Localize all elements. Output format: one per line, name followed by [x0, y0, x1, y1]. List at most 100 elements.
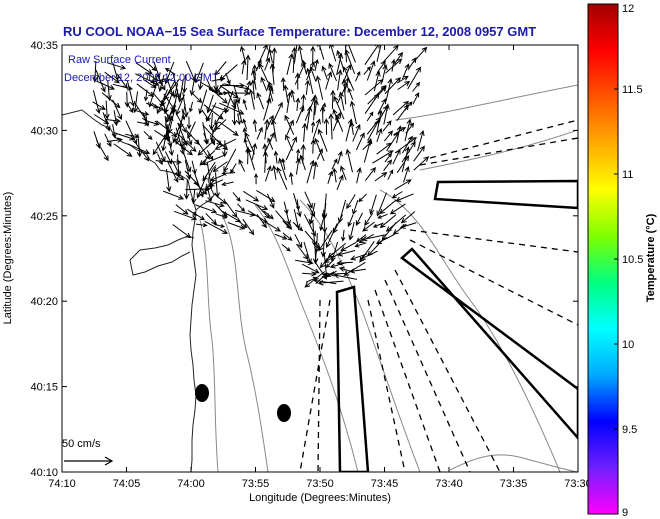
current-vector-154 [214, 138, 237, 150]
current-vector-244 [296, 148, 301, 160]
current-vector-135 [214, 61, 227, 76]
current-vector-386 [376, 45, 382, 62]
current-vector-77 [171, 160, 181, 177]
current-vector-232 [282, 220, 291, 229]
current-vector-187 [251, 142, 258, 160]
contour-7 [394, 84, 578, 121]
x-tick-label-0: 74:10 [48, 478, 76, 490]
current-vector-414 [387, 169, 394, 180]
colorbar-tick-label-5: 9.5 [622, 424, 637, 436]
current-vector-323 [318, 229, 333, 252]
current-vector-107 [194, 62, 204, 84]
current-vector-363 [337, 250, 356, 257]
current-vector-218 [271, 164, 278, 180]
current-vector-410 [383, 130, 394, 142]
current-vector-110 [198, 89, 208, 115]
current-vector-123 [208, 112, 215, 131]
current-vector-448 [385, 214, 407, 232]
current-vector-333 [341, 78, 347, 105]
current-vector-7 [96, 140, 109, 162]
current-vector-476 [163, 92, 173, 115]
current-vector-473 [150, 77, 168, 85]
current-vector-348 [344, 48, 356, 74]
current-vector-421 [391, 58, 396, 72]
current-vector-344 [329, 262, 347, 269]
current-vector-157 [221, 170, 236, 176]
current-vector-185 [256, 126, 263, 140]
current-vector-213 [266, 83, 274, 102]
current-vector-354 [352, 123, 361, 142]
current-vector-248 [295, 199, 301, 211]
current-vector-406 [384, 77, 401, 95]
current-vector-350 [342, 66, 355, 91]
current-vector-195 [258, 62, 269, 83]
current-vector-378 [364, 166, 376, 182]
current-vector-97 [188, 101, 194, 113]
current-vector-388 [373, 70, 381, 92]
current-vector-91 [184, 159, 192, 181]
current-vector-13 [102, 112, 111, 132]
current-vector-20 [112, 99, 123, 121]
current-vector-438 [407, 66, 421, 90]
current-vector-196 [260, 76, 268, 92]
colorbar-label: Temperature (°C) [645, 213, 657, 302]
current-vector-231 [285, 211, 291, 226]
current-vector-472 [164, 116, 171, 143]
current-vector-33 [136, 83, 155, 97]
current-vector-367 [364, 45, 380, 65]
current-vector-295 [315, 75, 324, 100]
current-vector-407 [385, 78, 393, 102]
current-vector-445 [403, 165, 410, 183]
current-vector-84 [177, 79, 184, 103]
current-vector-486 [202, 124, 223, 147]
current-vector-11 [101, 92, 121, 109]
current-vector-25 [126, 80, 136, 107]
x-tick-label-6: 73:40 [435, 478, 463, 490]
colorbar-ticks: 12 11.5 11 10.5 10 9.5 9 [614, 3, 643, 519]
current-vector-309 [328, 45, 337, 62]
current-vector-251 [294, 234, 303, 249]
current-vector-362 [340, 241, 357, 252]
current-vector-301 [327, 170, 333, 184]
current-vector-390 [377, 98, 387, 115]
dashed-line-3 [409, 239, 578, 326]
current-vector-211 [269, 62, 276, 85]
current-vector-412 [384, 152, 392, 163]
current-vector-27 [126, 102, 134, 114]
x-tick-label-8: 73:30 [564, 478, 592, 490]
current-vector-457 [400, 211, 416, 224]
sector-outlines [335, 179, 578, 472]
current-vector-245 [295, 157, 301, 175]
current-vector-21 [113, 110, 119, 127]
current-vector-205 [264, 165, 272, 182]
current-vector-377 [363, 137, 373, 163]
current-vector-456 [395, 193, 414, 202]
current-vector-314 [330, 89, 336, 110]
current-vector-165 [245, 54, 251, 81]
current-vector-4 [92, 101, 106, 110]
current-vector-475 [156, 89, 168, 115]
current-vector-492 [207, 85, 228, 104]
y-tick-label-3: 40:25 [30, 211, 58, 223]
current-vector-40 [146, 62, 157, 72]
current-vector-199 [263, 97, 272, 121]
current-vector-361 [348, 221, 355, 241]
current-vector-285 [309, 213, 314, 225]
current-vector-336 [335, 114, 344, 132]
current-vector-79 [175, 204, 189, 215]
x-tick-label-5: 73:45 [371, 478, 399, 490]
current-vector-247 [293, 192, 302, 218]
current-vector-159 [232, 192, 241, 202]
current-vector-250 [292, 221, 304, 232]
current-vector-455 [413, 156, 430, 171]
current-vector-441 [404, 118, 412, 142]
y-axis-label: Latitude (Degrees:Minutes) [2, 192, 14, 325]
current-vector-8 [106, 62, 127, 70]
current-vector-465 [186, 116, 192, 130]
current-vector-369 [366, 60, 376, 81]
current-vector-466 [152, 133, 167, 156]
current-vector-266 [306, 203, 316, 218]
current-vector-46 [144, 119, 160, 126]
x-tick-label-1: 74:05 [113, 478, 141, 490]
current-vector-485 [223, 83, 251, 91]
